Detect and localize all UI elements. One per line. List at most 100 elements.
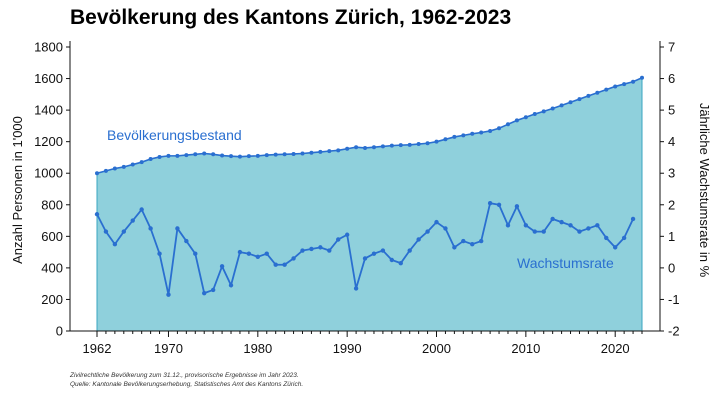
- point-wachstumsrate: [568, 223, 573, 228]
- point-bevoelkerungsbestand: [541, 109, 546, 114]
- point-bevoelkerungsbestand: [255, 153, 260, 158]
- point-bevoelkerungsbestand: [559, 103, 564, 108]
- point-wachstumsrate: [595, 223, 600, 228]
- point-wachstumsrate: [461, 238, 466, 244]
- y-right-tick-label: 5: [668, 103, 675, 118]
- point-bevoelkerungsbestand: [398, 143, 403, 148]
- labels-group: Anzahl Personen in 1'000 Jährliche Wachs…: [10, 103, 712, 278]
- point-bevoelkerungsbestand: [470, 131, 475, 136]
- point-wachstumsrate: [380, 248, 386, 253]
- point-bevoelkerungsbestand: [568, 100, 573, 105]
- point-wachstumsrate: [559, 219, 564, 225]
- point-wachstumsrate: [586, 226, 591, 231]
- y-left-tick-label: 1400: [34, 103, 63, 118]
- line-series-group: [94, 201, 636, 297]
- point-wachstumsrate: [309, 246, 314, 252]
- point-bevoelkerungsbestand: [577, 97, 582, 102]
- point-bevoelkerungsbestand: [354, 145, 359, 150]
- x-tick-label: 1962: [83, 341, 112, 356]
- point-wachstumsrate: [139, 207, 144, 212]
- point-bevoelkerungsbestand: [282, 152, 287, 157]
- point-bevoelkerungsbestand: [211, 152, 216, 157]
- point-wachstumsrate: [496, 202, 502, 207]
- point-bevoelkerungsbestand: [237, 154, 242, 159]
- y-right-tick-label: -2: [668, 324, 680, 339]
- y-left-tick-label: 600: [41, 229, 63, 244]
- point-bevoelkerungsbestand: [103, 168, 108, 173]
- y-right-tick-label: 4: [668, 134, 675, 149]
- point-bevoelkerungsbestand: [452, 134, 457, 139]
- point-bevoelkerungsbestand: [523, 115, 528, 120]
- y-right-tick-label: 0: [668, 260, 675, 275]
- x-tick-label: 2010: [511, 341, 540, 356]
- y-right-tick-label: 7: [668, 40, 675, 55]
- point-wachstumsrate: [157, 251, 162, 256]
- point-wachstumsrate: [291, 256, 296, 261]
- point-bevoelkerungsbestand: [264, 153, 269, 158]
- point-bevoelkerungsbestand: [291, 151, 296, 156]
- point-bevoelkerungsbestand: [416, 142, 421, 147]
- point-bevoelkerungsbestand: [202, 151, 207, 156]
- axes-group: 0 200 400 600 800 1000 1200 1400 1600 1800 -2 -1 0 1 2…: [34, 40, 679, 357]
- point-bevoelkerungsbestand: [514, 118, 519, 123]
- point-wachstumsrate: [487, 201, 493, 206]
- y-left-tick-label: 200: [41, 292, 63, 307]
- point-wachstumsrate: [130, 218, 135, 223]
- point-bevoelkerungsbestand: [130, 162, 135, 167]
- point-wachstumsrate: [175, 226, 180, 231]
- point-bevoelkerungsbestand: [157, 154, 162, 159]
- y-left-tick-label: 1000: [34, 166, 63, 181]
- y-right-tick-label: -1: [668, 292, 680, 307]
- point-wachstumsrate: [621, 235, 627, 241]
- point-bevoelkerungsbestand: [550, 106, 555, 111]
- point-wachstumsrate: [443, 226, 448, 231]
- point-wachstumsrate: [407, 248, 412, 253]
- point-bevoelkerungsbestand: [273, 152, 278, 157]
- point-wachstumsrate: [353, 286, 359, 291]
- point-wachstumsrate: [282, 262, 287, 267]
- point-bevoelkerungsbestand: [229, 154, 234, 159]
- point-wachstumsrate: [210, 287, 216, 293]
- point-bevoelkerungsbestand: [479, 130, 484, 135]
- point-wachstumsrate: [255, 254, 261, 260]
- point-bevoelkerungsbestand: [631, 79, 636, 84]
- point-wachstumsrate: [434, 219, 439, 225]
- point-wachstumsrate: [398, 260, 403, 266]
- point-wachstumsrate: [630, 216, 636, 222]
- point-wachstumsrate: [478, 238, 484, 244]
- y-right-tick-label: 1: [668, 229, 675, 244]
- point-wachstumsrate: [604, 235, 609, 241]
- point-bevoelkerungsbestand: [336, 148, 341, 153]
- point-bevoelkerungsbestand: [345, 146, 350, 151]
- point-bevoelkerungsbestand: [139, 160, 144, 165]
- point-wachstumsrate: [523, 223, 529, 228]
- point-bevoelkerungsbestand: [148, 157, 153, 162]
- point-wachstumsrate: [166, 292, 171, 297]
- y-left-tick-label: 1200: [34, 134, 63, 149]
- y-left-tick-label: 400: [41, 260, 63, 275]
- point-wachstumsrate: [362, 256, 368, 261]
- point-bevoelkerungsbestand: [425, 141, 430, 146]
- point-wachstumsrate: [550, 216, 555, 222]
- point-bevoelkerungsbestand: [622, 82, 627, 87]
- point-wachstumsrate: [219, 264, 225, 269]
- point-bevoelkerungsbestand: [246, 154, 251, 159]
- point-wachstumsrate: [184, 238, 189, 244]
- area-bevoelkerungsbestand: [96, 76, 643, 332]
- point-bevoelkerungsbestand: [532, 112, 537, 117]
- y-left-tick-label: 1800: [34, 40, 63, 55]
- point-wachstumsrate: [541, 229, 546, 234]
- point-wachstumsrate: [121, 229, 127, 234]
- point-wachstumsrate: [532, 229, 537, 234]
- point-wachstumsrate: [94, 212, 100, 217]
- point-bevoelkerungsbestand: [380, 144, 385, 149]
- area-series-group: [95, 75, 644, 332]
- point-wachstumsrate: [318, 245, 323, 250]
- x-tick-label: 2020: [601, 341, 630, 356]
- point-wachstumsrate: [452, 245, 457, 250]
- point-bevoelkerungsbestand: [193, 152, 198, 157]
- chart-title: Bevölkerung des Kantons Zürich, 1962-202…: [70, 6, 512, 29]
- point-bevoelkerungsbestand: [604, 87, 609, 92]
- point-wachstumsrate: [327, 248, 332, 253]
- point-wachstumsrate: [577, 229, 582, 234]
